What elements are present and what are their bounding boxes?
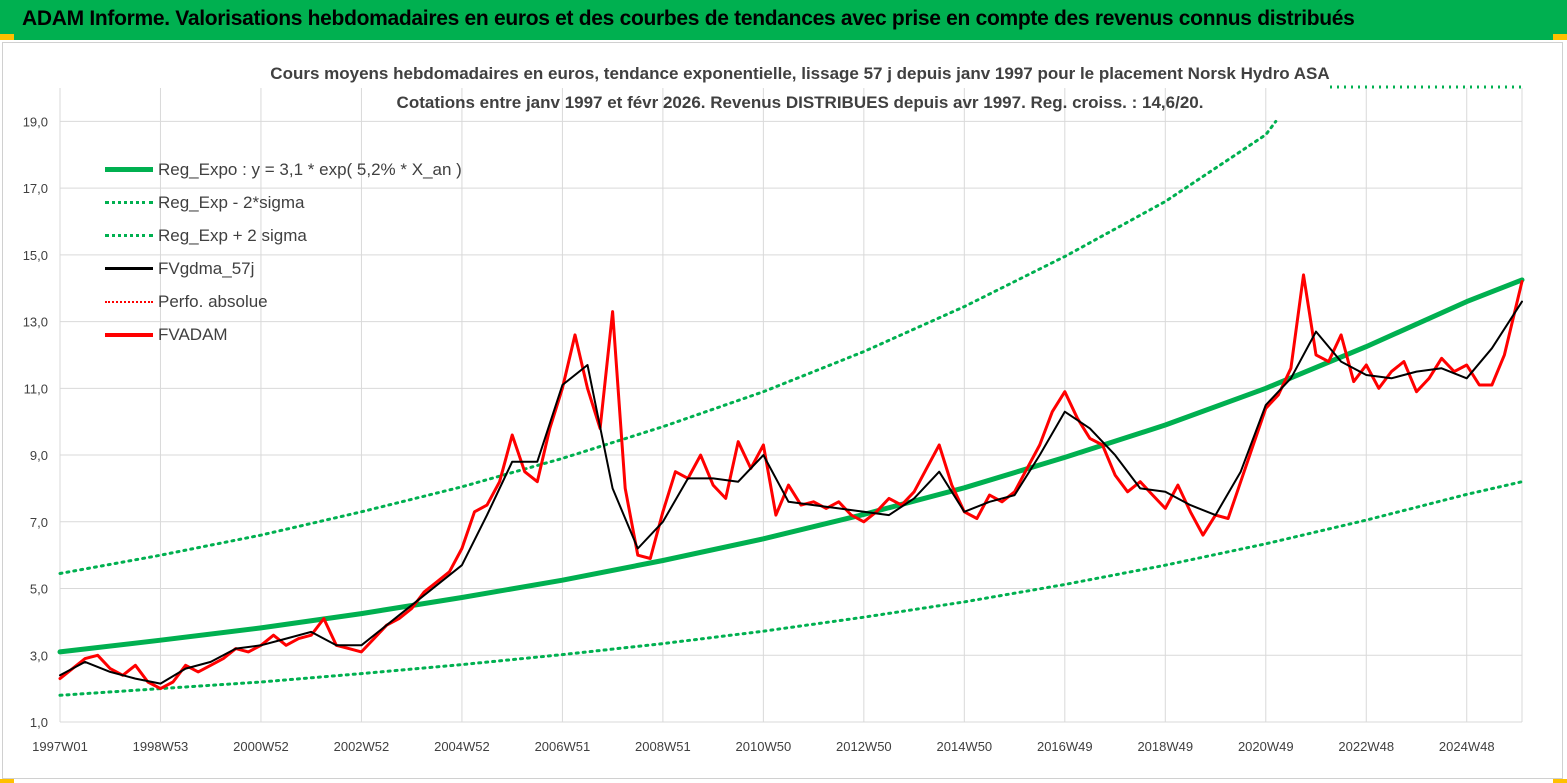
x-tick-label: 2004W52 <box>434 739 490 754</box>
legend-label-reg-minus-2sigma: Reg_Exp - 2*sigma <box>158 192 305 212</box>
x-tick-label: 2008W51 <box>635 739 691 754</box>
x-tick-label: 1998W53 <box>133 739 189 754</box>
x-tick-label: 2020W49 <box>1238 739 1294 754</box>
legend-swatch-perfo-absolue <box>105 300 153 303</box>
y-tick-label: 19,0 <box>23 114 48 129</box>
y-tick-label: 7,0 <box>30 515 48 530</box>
legend-item-fvadam: FVADAM <box>105 318 462 351</box>
legend-swatch-fvgdma <box>105 267 153 270</box>
footer-accent-left <box>0 779 14 783</box>
series-fvadam <box>58 273 1524 691</box>
x-tick-label: 2006W51 <box>535 739 591 754</box>
legend-label-fvadam: FVADAM <box>158 324 228 344</box>
x-tick-label: 2024W48 <box>1439 739 1495 754</box>
y-tick-label: 17,0 <box>23 181 48 196</box>
x-tick-label: 2010W50 <box>736 739 792 754</box>
legend-item-reg-expo: Reg_Expo : y = 3,1 * exp( 5,2% * X_an ) <box>105 153 462 186</box>
chart-legend: Reg_Expo : y = 3,1 * exp( 5,2% * X_an ) … <box>105 153 462 351</box>
legend-item-perfo-absolue: Perfo. absolue <box>105 285 462 318</box>
x-tick-label: 2018W49 <box>1137 739 1193 754</box>
legend-label-reg-plus-2sigma: Reg_Exp + 2 sigma <box>158 225 307 245</box>
legend-swatch-fvadam <box>105 332 153 337</box>
header-bar <box>0 0 1567 40</box>
x-tick-label: 2014W50 <box>937 739 993 754</box>
x-tick-label: 2022W48 <box>1338 739 1394 754</box>
legend-label-fvgdma: FVgdma_57j <box>158 258 255 278</box>
y-tick-label: 1,0 <box>30 715 48 730</box>
y-tick-label: 13,0 <box>23 315 48 330</box>
y-tick-label: 15,0 <box>23 248 48 263</box>
axis-layer: 1,0 3,0 5,0 7,0 9,0 11,0 13,0 15,0 17,0 19,0 1997W… <box>23 114 1495 754</box>
x-tick-label: 1997W01 <box>32 739 88 754</box>
series-reg-expo <box>57 277 1525 655</box>
header-title: ADAM Informe. Valorisations hebdomadaire… <box>22 7 1355 30</box>
legend-item-fvgdma: FVgdma_57j <box>105 252 462 285</box>
series-reg-plus-2sigma <box>58 119 1278 575</box>
header-accent-right <box>1553 34 1567 40</box>
x-tick-label: 2012W50 <box>836 739 892 754</box>
chart-title: Cours moyens hebdomadaires en euros, ten… <box>270 64 1330 83</box>
legend-swatch-reg-plus-2sigma <box>105 234 153 237</box>
legend-swatch-reg-minus-2sigma <box>105 201 153 204</box>
x-tick-label: 2002W52 <box>334 739 390 754</box>
grid-layer <box>59 88 1523 723</box>
legend-item-reg-minus-2sigma: Reg_Exp - 2*sigma <box>105 186 462 219</box>
y-tick-label: 5,0 <box>30 582 48 597</box>
legend-label-reg-expo: Reg_Expo : y = 3,1 * exp( 5,2% * X_an ) <box>158 159 462 179</box>
x-tick-label: 2000W52 <box>233 739 289 754</box>
y-tick-label: 11,0 <box>24 381 48 396</box>
series-reg-minus-2sigma <box>58 480 1524 697</box>
chart-subtitle: Cotations entre janv 1997 et févr 2026. … <box>396 93 1204 112</box>
legend-item-reg-plus-2sigma: Reg_Exp + 2 sigma <box>105 219 462 252</box>
series-fvgdma <box>59 300 1523 685</box>
x-tick-label: 2016W49 <box>1037 739 1093 754</box>
header-accent-left <box>0 34 14 40</box>
footer-accent-right <box>1553 779 1567 783</box>
legend-label-perfo-absolue: Perfo. absolue <box>158 291 268 311</box>
y-tick-label: 3,0 <box>30 648 48 663</box>
chart-frame <box>2 42 1563 779</box>
series-layer <box>57 85 1525 697</box>
y-tick-label: 9,0 <box>30 448 48 463</box>
legend-swatch-reg-expo <box>105 167 153 172</box>
